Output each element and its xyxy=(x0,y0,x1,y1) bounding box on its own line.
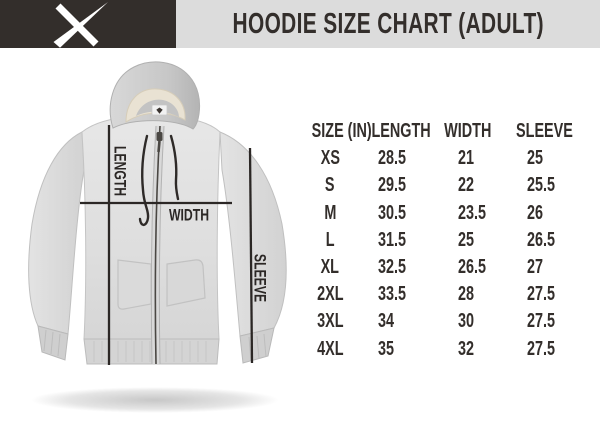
sleeve-label: SLEEVE xyxy=(250,254,268,302)
size-cell: 4XL xyxy=(316,337,344,360)
sleeve-cell: 27.5 xyxy=(527,283,556,306)
size-cell: XL xyxy=(320,256,340,279)
right-pocket xyxy=(166,259,206,307)
floor-shadow xyxy=(31,387,279,413)
length-cell: 30.5 xyxy=(378,201,407,224)
size-cell: S xyxy=(325,174,335,197)
header-band: HOODIE SIZE CHART (ADULT) xyxy=(176,0,600,48)
width-cell: 26.5 xyxy=(458,256,487,279)
width-cell: 32 xyxy=(458,337,475,360)
hoodie-illustration: LENGTH WIDTH SLEEVE xyxy=(0,48,300,424)
size-cell: M xyxy=(323,201,336,224)
size-cell: L xyxy=(325,228,335,251)
width-label: WIDTH xyxy=(169,207,209,225)
length-cell: 34 xyxy=(378,310,395,333)
sleeve-cell: 25.5 xyxy=(527,174,556,197)
page-title: HOODIE SIZE CHART (ADULT) xyxy=(232,7,544,40)
length-cell: 31.5 xyxy=(378,228,407,251)
tag-logo-icon xyxy=(156,107,163,114)
left-sleeve xyxy=(28,131,85,335)
column-header-width: WIDTH xyxy=(443,120,492,143)
zipper-slider xyxy=(156,132,163,141)
width-cell: 25 xyxy=(458,228,475,251)
width-cell: 30 xyxy=(458,310,475,333)
sleeve-cell: 25 xyxy=(527,147,544,170)
sleeve-cell: 27 xyxy=(527,256,544,279)
column-header-length: LENGTH xyxy=(371,120,431,143)
left-drawstring xyxy=(138,134,150,227)
length-cell: 33.5 xyxy=(378,283,407,306)
sleeve-cell: 26.5 xyxy=(527,228,556,251)
size-cell: 2XL xyxy=(316,283,344,306)
zipper-pull xyxy=(157,140,161,153)
size-cell: XS xyxy=(320,147,340,170)
brand-logo-box xyxy=(0,0,176,48)
width-cell: 22 xyxy=(458,174,475,197)
right-sleeve xyxy=(219,131,287,337)
width-cell: 21 xyxy=(458,147,475,170)
length-cell: 32.5 xyxy=(378,256,407,279)
sleeve-cell: 26 xyxy=(527,201,544,224)
size-cell: 3XL xyxy=(316,310,344,333)
length-label: LENGTH xyxy=(110,146,128,196)
width-cell: 28 xyxy=(458,283,475,306)
sleeve-cell: 27.5 xyxy=(527,337,556,360)
column-header-size: SIZE (IN) xyxy=(311,120,372,143)
length-cell: 29.5 xyxy=(378,174,407,197)
width-cell: 23.5 xyxy=(458,201,487,224)
size-chart-table: SIZE (IN) LENGTH WIDTH SLEEVE XS 28.5 21… xyxy=(300,118,575,363)
length-cell: 28.5 xyxy=(378,147,407,170)
x-logo-icon xyxy=(53,2,108,48)
sleeve-line xyxy=(248,147,254,364)
length-cell: 35 xyxy=(378,337,395,360)
sleeve-cell: 27.5 xyxy=(527,310,556,333)
column-header-sleeve: SLEEVE xyxy=(516,120,573,143)
left-pocket xyxy=(117,259,152,310)
right-drawstring xyxy=(169,134,180,201)
